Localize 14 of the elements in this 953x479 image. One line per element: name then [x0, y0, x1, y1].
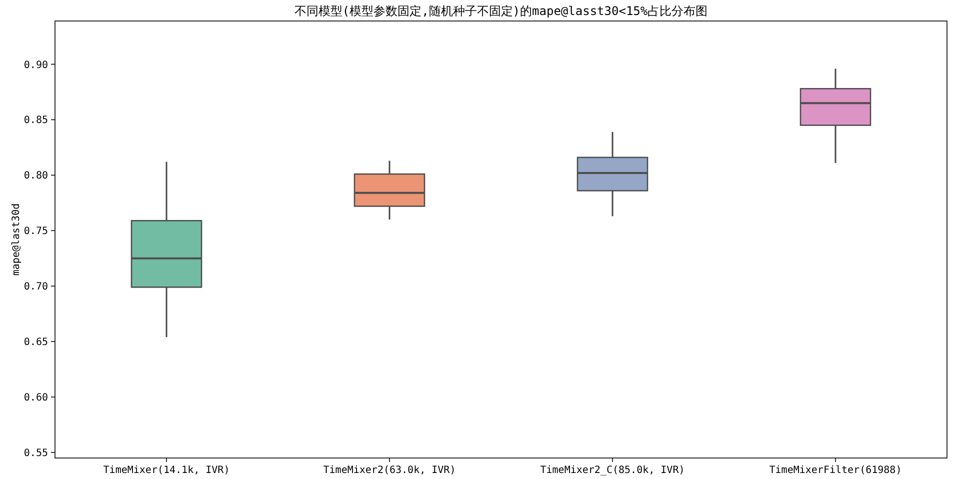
- y-tick-label: 0.60: [24, 392, 48, 404]
- y-tick-label: 0.85: [24, 115, 48, 126]
- x-tick-label: TimeMixer2_C(85.0k, IVR): [540, 465, 685, 476]
- y-tick-label: 0.90: [24, 60, 48, 71]
- chart-title: 不同模型(模型参数固定,随机种子不固定)的mape@lasst30<15%占比分布图: [294, 4, 708, 18]
- y-tick-label: 0.80: [24, 170, 48, 182]
- y-tick-label: 0.65: [24, 337, 48, 348]
- y-axis-title: mape@last30d: [11, 203, 22, 276]
- x-tick-label: TimeMixerFilter(61988): [769, 465, 902, 476]
- x-tick-label: TimeMixer2(63.0k, IVR): [323, 465, 456, 476]
- y-tick-label: 0.70: [24, 282, 48, 293]
- x-tick-label: TimeMixer(14.1k, IVR): [103, 465, 230, 476]
- y-tick-label: 0.55: [24, 448, 48, 459]
- y-tick-label: 0.75: [24, 226, 48, 238]
